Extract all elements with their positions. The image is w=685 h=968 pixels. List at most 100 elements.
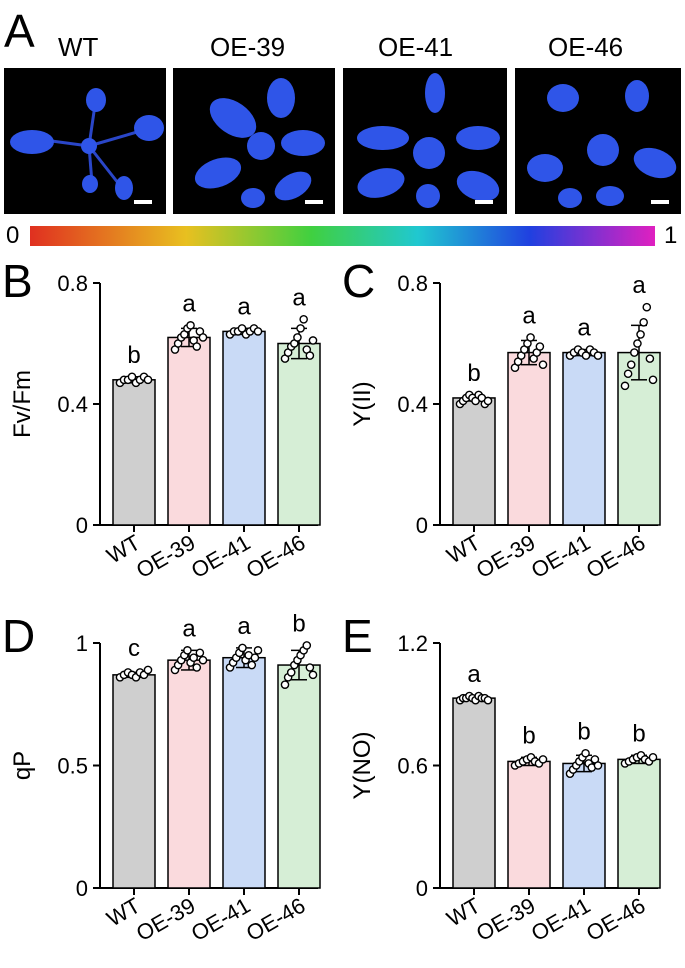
significance-letter: c <box>128 635 140 662</box>
bar <box>277 664 321 889</box>
bar <box>452 397 496 526</box>
plant-rosette-oe46 <box>527 80 677 208</box>
colorbar-max-label: 1 <box>664 222 678 249</box>
significance-letter: b <box>127 342 140 369</box>
data-point <box>645 354 655 363</box>
plant-rosette-wt <box>10 88 164 204</box>
bar <box>112 674 156 889</box>
significance-letter: a <box>237 613 251 640</box>
data-point <box>593 351 603 360</box>
y-tick-label: 0 <box>76 513 88 538</box>
panel-letter: D <box>2 610 35 662</box>
data-point <box>293 333 302 342</box>
y-axis-label: qP <box>9 751 36 780</box>
y-tick-label: 0 <box>76 876 88 901</box>
data-point <box>305 351 315 360</box>
image-label-oe46: OE-46 <box>548 32 624 62</box>
data-point <box>633 339 642 348</box>
y-tick-label: 1 <box>76 631 88 656</box>
panel-letter: B <box>2 255 33 307</box>
data-point <box>626 360 636 369</box>
data-point <box>195 648 205 658</box>
bar <box>452 697 496 889</box>
plant-image-oe41 <box>343 68 507 214</box>
x-tick-label: OE-41 <box>527 530 595 583</box>
significance-letter: a <box>467 661 481 688</box>
data-point <box>581 351 591 360</box>
panel-letter: C <box>342 255 375 307</box>
bar <box>507 351 551 526</box>
plant-rosette-oe39 <box>194 78 325 208</box>
y-axis-label: Y(II) <box>349 381 376 426</box>
data-point <box>127 372 137 382</box>
significance-letter: a <box>522 302 536 329</box>
data-point <box>280 680 290 689</box>
significance-letter: a <box>292 284 306 311</box>
data-point <box>143 665 153 675</box>
plant-rosette-oe41 <box>357 73 500 208</box>
data-point <box>538 360 548 369</box>
data-point <box>237 324 247 333</box>
data-point <box>247 660 257 670</box>
bar <box>222 330 266 526</box>
data-point <box>483 396 493 406</box>
significance-letter: a <box>182 615 196 642</box>
panel-letter-a: A <box>4 5 35 57</box>
data-point <box>581 748 590 758</box>
bar <box>277 342 321 526</box>
data-point <box>286 668 296 677</box>
data-point <box>192 663 202 672</box>
significance-letter: a <box>632 272 646 299</box>
y-tick-label: 0 <box>416 513 428 538</box>
significance-letter: b <box>577 718 590 745</box>
significance-letter: a <box>577 315 591 342</box>
data-point <box>623 369 633 379</box>
data-point <box>483 695 493 705</box>
x-tick-label: OE-41 <box>187 530 255 583</box>
bar <box>222 656 266 889</box>
bar <box>562 351 606 526</box>
x-tick-label: OE-46 <box>242 893 310 946</box>
x-tick-label: OE-41 <box>187 893 255 946</box>
x-tick-label: OE-39 <box>472 893 540 946</box>
significance-letter: a <box>182 290 196 317</box>
data-point <box>308 336 318 345</box>
plant-image-oe46 <box>515 68 681 214</box>
y-axis-label: Y(NO) <box>349 732 376 800</box>
data-point <box>198 333 208 342</box>
data-point <box>253 646 263 655</box>
y-tick-label: 0.6 <box>397 754 428 779</box>
plant-image-wt <box>4 68 166 214</box>
x-tick-label: OE-46 <box>242 530 310 583</box>
data-point <box>143 375 153 385</box>
data-point <box>183 646 192 655</box>
image-label-oe41: OE-41 <box>378 32 454 62</box>
data-point <box>189 653 198 663</box>
x-tick-label: OE-39 <box>132 893 200 946</box>
y-axis-label: Fv/Fm <box>9 370 36 438</box>
image-label-oe39: OE-39 <box>210 32 286 62</box>
x-tick-label: OE-46 <box>582 893 650 946</box>
plant-image-oe39 <box>173 68 335 214</box>
data-point <box>535 342 545 351</box>
x-tick-label: OE-46 <box>582 530 650 583</box>
data-point <box>299 315 308 324</box>
data-point <box>296 324 305 333</box>
image-label-wt: WT <box>58 32 99 62</box>
bar <box>167 659 211 889</box>
data-point <box>250 653 260 663</box>
y-tick-label: 0.8 <box>57 271 88 296</box>
x-tick-label: OE-39 <box>132 530 200 583</box>
data-point <box>620 381 630 391</box>
data-point <box>636 330 645 339</box>
x-tick-label: OE-39 <box>472 530 540 583</box>
data-point <box>593 761 603 770</box>
y-tick-label: 0.8 <box>397 271 428 296</box>
significance-letter: b <box>632 720 645 747</box>
data-point <box>630 348 639 357</box>
colorbar <box>30 226 655 246</box>
significance-letter: b <box>467 360 480 387</box>
